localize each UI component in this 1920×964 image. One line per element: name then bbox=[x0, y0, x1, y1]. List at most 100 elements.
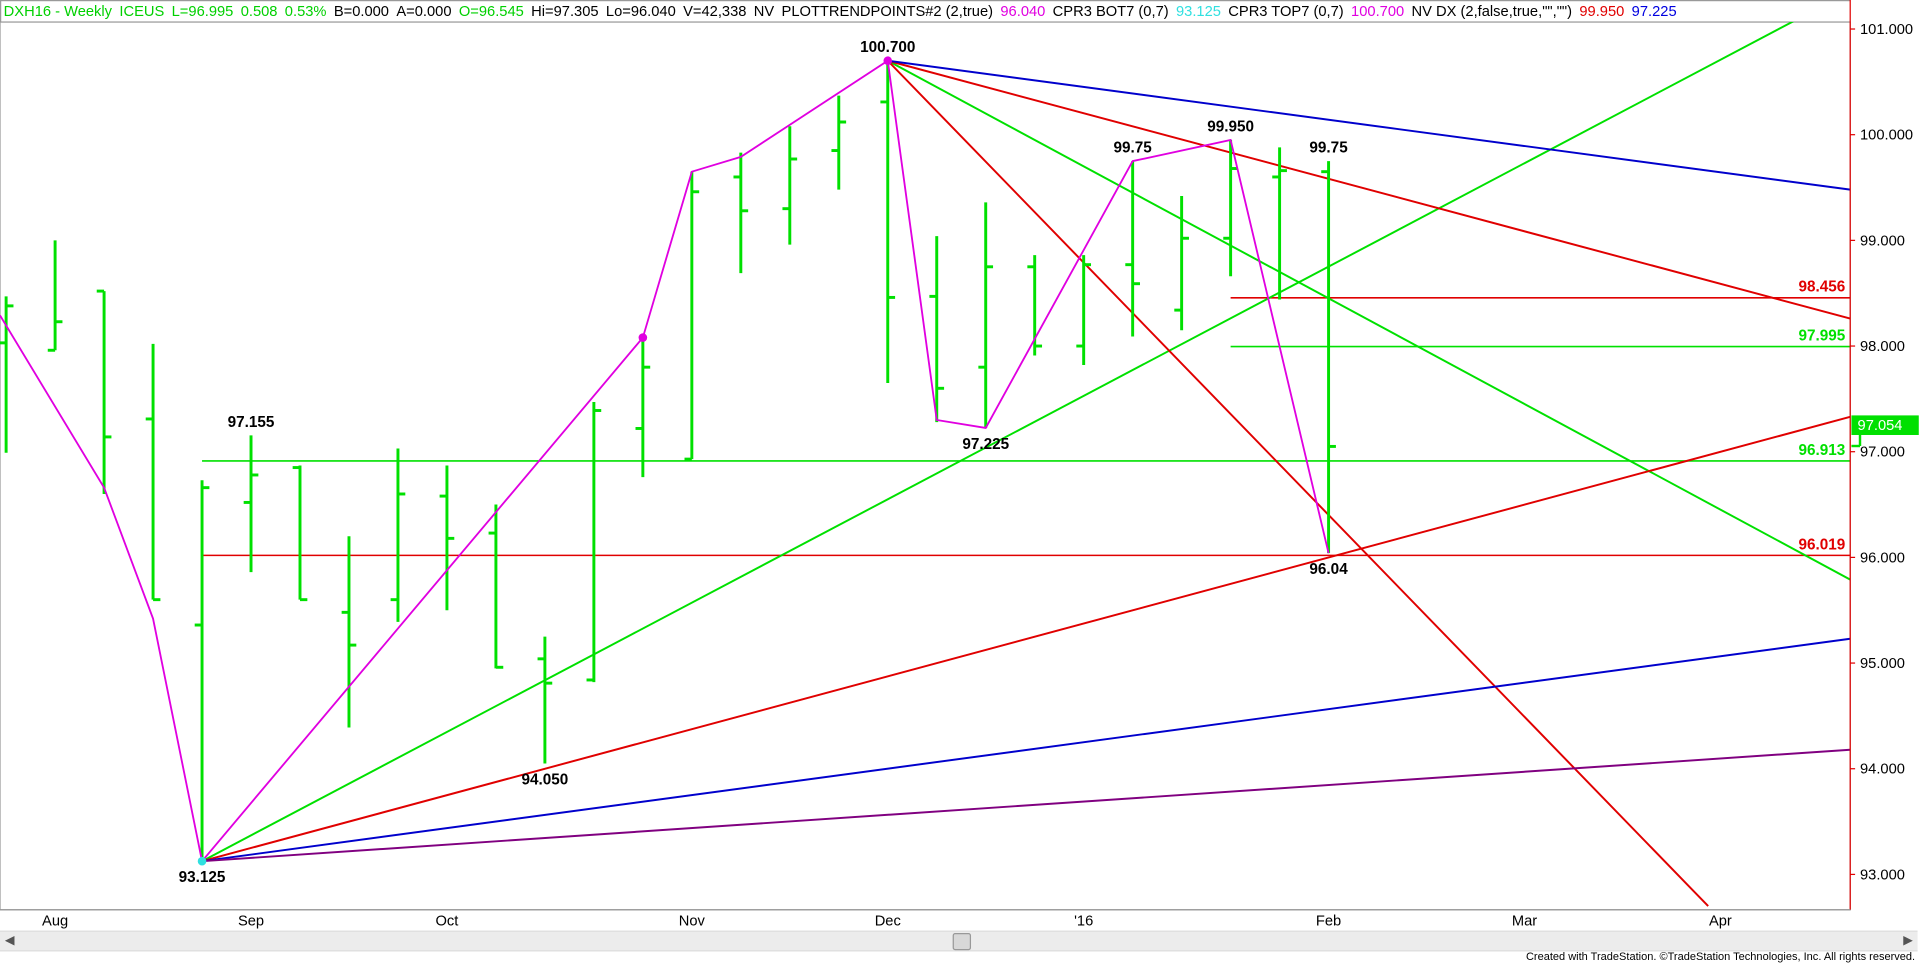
header-segment: 96.040 bbox=[1000, 2, 1046, 20]
ohlc-bar bbox=[194, 480, 210, 862]
header-segment: CPR3 BOT7 (0,7) bbox=[1052, 2, 1169, 20]
time-tick-label: Feb bbox=[1316, 914, 1341, 930]
header-segment: A=0.000 bbox=[396, 2, 452, 20]
level-label: 96.913 bbox=[1799, 442, 1846, 459]
price-tick-label: 99.000 bbox=[1860, 233, 1905, 249]
pivot-label: 97.225 bbox=[962, 436, 1009, 453]
ohlc-bar bbox=[635, 337, 651, 478]
trend-line bbox=[887, 60, 1709, 907]
time-tick-label: Apr bbox=[1709, 914, 1732, 930]
header-segment: NV DX (2,false,true,"","") bbox=[1411, 2, 1573, 20]
time-tick-label: Oct bbox=[436, 914, 459, 930]
ohlc-bar bbox=[145, 343, 161, 602]
price-tick-label: 101.000 bbox=[1860, 22, 1913, 38]
time-tick-label: Aug bbox=[42, 914, 68, 930]
ohlc-bar bbox=[341, 536, 357, 728]
header-segment: 0.508 bbox=[240, 2, 278, 20]
pivot-label: 99.75 bbox=[1114, 140, 1153, 157]
copyright-footer: Created with TradeStation. ©TradeStation… bbox=[1525, 950, 1916, 963]
ohlc-bar bbox=[1076, 255, 1092, 366]
ohlc-bar bbox=[684, 171, 700, 461]
time-tick-label: Dec bbox=[875, 914, 901, 930]
header-segment: 93.125 bbox=[1175, 2, 1221, 20]
header-segment: CPR3 TOP7 (0,7) bbox=[1228, 2, 1344, 20]
trend-line bbox=[201, 748, 1851, 863]
price-tick-label: 95.000 bbox=[1860, 656, 1905, 672]
price-tick-label: 94.000 bbox=[1860, 762, 1905, 778]
header-segment: B=0.000 bbox=[333, 2, 389, 20]
trend-line bbox=[201, 415, 1851, 863]
plot-layer bbox=[0, 22, 1851, 907]
header-segment: 100.700 bbox=[1351, 2, 1405, 20]
price-tick-label: 93.000 bbox=[1860, 867, 1905, 883]
price-tick-label: 100.000 bbox=[1860, 128, 1913, 144]
last-price-box bbox=[1851, 415, 1919, 435]
scrollbar-thumb[interactable] bbox=[952, 933, 972, 951]
pivot-label: 94.050 bbox=[521, 771, 568, 788]
level-label: 96.019 bbox=[1799, 536, 1846, 553]
swing-line bbox=[0, 59, 1330, 864]
header-segment: DXH16 - Weekly bbox=[3, 2, 113, 20]
ohlc-bar bbox=[47, 240, 63, 352]
price-tick-label: 97.000 bbox=[1860, 445, 1905, 461]
header-segment: 0.53% bbox=[284, 2, 327, 20]
ohlc-bar bbox=[586, 402, 602, 683]
ohlc-bar bbox=[0, 296, 14, 453]
header-segment: 97.225 bbox=[1631, 2, 1677, 20]
pivot-label: 93.125 bbox=[179, 869, 226, 886]
pivot-label: 99.75 bbox=[1309, 140, 1348, 157]
ohlc-bar bbox=[831, 95, 847, 190]
trend-line bbox=[201, 22, 1795, 863]
time-tick-label: '16 bbox=[1074, 914, 1093, 930]
horizontal-scrollbar[interactable]: ◀ ▶ bbox=[0, 930, 1918, 952]
ohlc-bar bbox=[1272, 147, 1287, 300]
header-segment: 99.950 bbox=[1579, 2, 1625, 20]
ohlc-bar bbox=[880, 60, 896, 384]
ohlc-bar bbox=[96, 289, 112, 494]
ohlc-bar bbox=[978, 202, 994, 428]
header-segment: PLOTTRENDPOINTS#2 (2,true) bbox=[781, 2, 994, 20]
ohlc-bar bbox=[243, 435, 259, 573]
pivot-label: 96.04 bbox=[1309, 561, 1348, 578]
ohlc-bar bbox=[1125, 161, 1141, 337]
ohlc-bar bbox=[1321, 161, 1336, 554]
ohlc-bar bbox=[439, 465, 455, 611]
header-segment: L=96.995 bbox=[171, 2, 234, 20]
trend-line bbox=[887, 59, 1851, 320]
ohlc-bar bbox=[929, 236, 945, 423]
level-label: 98.456 bbox=[1799, 279, 1846, 296]
pivot-marker bbox=[638, 333, 648, 342]
ohlc-bar bbox=[782, 126, 798, 245]
time-tick-label: Mar bbox=[1512, 914, 1537, 930]
scroll-left-arrow-icon[interactable]: ◀ bbox=[4, 934, 15, 948]
header-segment: ICEUS bbox=[119, 2, 165, 20]
header-segment: Hi=97.305 bbox=[531, 2, 599, 20]
trend-line bbox=[201, 637, 1851, 863]
level-label: 97.995 bbox=[1799, 327, 1846, 344]
header-segment: O=96.545 bbox=[458, 2, 524, 20]
ohlc-bar bbox=[292, 465, 308, 602]
ohlc-bar bbox=[488, 504, 504, 669]
ohlc-bar bbox=[390, 448, 406, 622]
ohlc-bar bbox=[537, 636, 553, 764]
pivot-label: 100.700 bbox=[860, 39, 915, 56]
time-tick-label: Nov bbox=[679, 914, 706, 930]
ohlc-bar bbox=[1174, 195, 1189, 331]
pivot-marker bbox=[883, 56, 893, 66]
plot-area bbox=[0, 21, 1851, 911]
price-tick-label: 98.000 bbox=[1860, 339, 1905, 355]
time-tick-label: Sep bbox=[238, 914, 264, 930]
header-segment: V=42,338 bbox=[683, 2, 747, 20]
pivot-marker bbox=[197, 856, 207, 866]
ohlc-bar bbox=[733, 152, 749, 274]
header-segment: Lo=96.040 bbox=[605, 2, 676, 20]
price-tick-label: 96.000 bbox=[1860, 550, 1905, 566]
trend-line bbox=[887, 59, 1851, 191]
header-segment: NV bbox=[753, 2, 775, 20]
trend-line bbox=[887, 59, 1851, 581]
chart-status-header: DXH16 - Weekly ICEUS L=96.995 0.508 0.53% B=0… bbox=[0, 0, 1851, 23]
scroll-right-arrow-icon[interactable]: ▶ bbox=[1903, 934, 1913, 948]
pivot-label: 99.950 bbox=[1207, 118, 1254, 135]
